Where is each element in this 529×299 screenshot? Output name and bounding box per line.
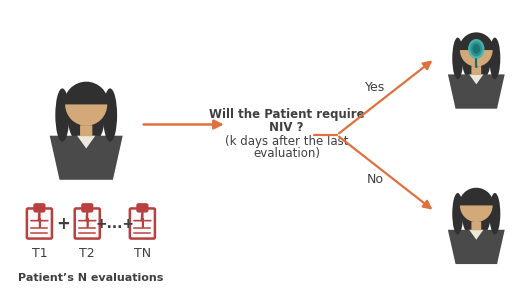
Wedge shape [63,82,108,104]
Polygon shape [50,136,123,180]
FancyBboxPatch shape [27,208,52,239]
Ellipse shape [489,193,500,234]
Polygon shape [77,136,95,149]
Text: Patient’s N evaluations: Patient’s N evaluations [18,273,163,283]
Ellipse shape [462,194,490,239]
Text: +: + [57,214,70,233]
Ellipse shape [103,89,117,142]
Ellipse shape [462,39,490,83]
Ellipse shape [452,193,463,234]
Text: No: No [367,173,384,186]
Text: (k days after the last: (k days after the last [225,135,348,148]
Text: +...+: +...+ [95,216,134,231]
Wedge shape [459,32,494,50]
Text: T2: T2 [79,247,95,260]
FancyBboxPatch shape [80,125,93,136]
Ellipse shape [470,42,482,57]
FancyBboxPatch shape [471,222,481,230]
Ellipse shape [489,38,500,79]
Ellipse shape [56,89,69,142]
Polygon shape [469,74,484,84]
FancyBboxPatch shape [138,204,148,212]
FancyBboxPatch shape [130,208,155,239]
FancyBboxPatch shape [471,66,481,75]
Text: Yes: Yes [365,81,385,94]
Text: evaluation): evaluation) [253,147,320,161]
Polygon shape [469,230,484,240]
FancyBboxPatch shape [75,208,100,239]
Polygon shape [448,230,505,264]
Ellipse shape [472,44,480,54]
Text: NIV ?: NIV ? [269,121,304,134]
Circle shape [65,83,107,126]
Ellipse shape [68,90,104,147]
Ellipse shape [468,39,485,59]
Ellipse shape [452,38,463,79]
Text: TN: TN [134,247,151,260]
Circle shape [460,33,492,67]
FancyBboxPatch shape [34,204,44,212]
FancyBboxPatch shape [82,204,92,212]
Polygon shape [448,74,505,109]
Text: Will the Patient require: Will the Patient require [208,109,364,121]
Circle shape [475,65,478,68]
Wedge shape [459,188,494,205]
Circle shape [460,189,492,222]
Text: T1: T1 [32,247,47,260]
